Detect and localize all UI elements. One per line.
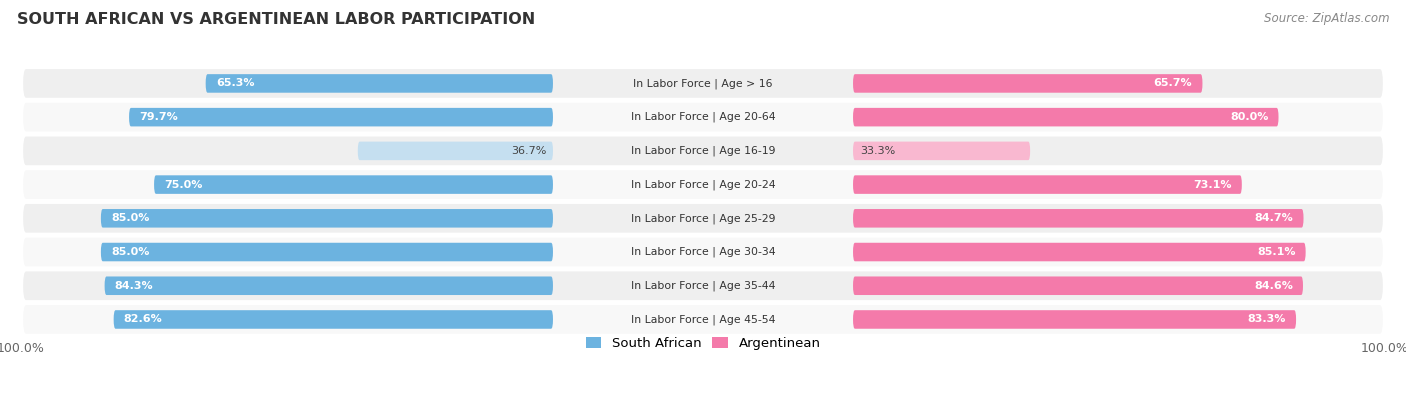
FancyBboxPatch shape xyxy=(22,305,1384,334)
Text: In Labor Force | Age 25-29: In Labor Force | Age 25-29 xyxy=(631,213,775,224)
FancyBboxPatch shape xyxy=(101,209,553,228)
FancyBboxPatch shape xyxy=(22,170,1384,199)
FancyBboxPatch shape xyxy=(155,175,553,194)
FancyBboxPatch shape xyxy=(114,310,553,329)
FancyBboxPatch shape xyxy=(104,276,553,295)
FancyBboxPatch shape xyxy=(357,141,553,160)
Text: In Labor Force | Age > 16: In Labor Force | Age > 16 xyxy=(633,78,773,89)
FancyBboxPatch shape xyxy=(853,141,1031,160)
FancyBboxPatch shape xyxy=(853,74,1202,93)
Text: In Labor Force | Age 16-19: In Labor Force | Age 16-19 xyxy=(631,146,775,156)
Text: 75.0%: 75.0% xyxy=(165,180,202,190)
FancyBboxPatch shape xyxy=(853,276,1303,295)
Text: In Labor Force | Age 45-54: In Labor Force | Age 45-54 xyxy=(631,314,775,325)
FancyBboxPatch shape xyxy=(129,108,553,126)
FancyBboxPatch shape xyxy=(853,108,1278,126)
FancyBboxPatch shape xyxy=(853,209,1303,228)
FancyBboxPatch shape xyxy=(22,137,1384,165)
FancyBboxPatch shape xyxy=(22,69,1384,98)
Text: 85.0%: 85.0% xyxy=(111,247,149,257)
Text: 73.1%: 73.1% xyxy=(1194,180,1232,190)
FancyBboxPatch shape xyxy=(205,74,553,93)
Text: 85.1%: 85.1% xyxy=(1257,247,1295,257)
Text: 80.0%: 80.0% xyxy=(1230,112,1268,122)
Text: 33.3%: 33.3% xyxy=(860,146,896,156)
FancyBboxPatch shape xyxy=(853,243,1306,261)
Text: In Labor Force | Age 20-64: In Labor Force | Age 20-64 xyxy=(631,112,775,122)
Text: 65.3%: 65.3% xyxy=(217,79,254,88)
Text: In Labor Force | Age 30-34: In Labor Force | Age 30-34 xyxy=(631,247,775,257)
Text: 65.7%: 65.7% xyxy=(1153,79,1192,88)
FancyBboxPatch shape xyxy=(22,103,1384,132)
FancyBboxPatch shape xyxy=(853,310,1296,329)
FancyBboxPatch shape xyxy=(22,238,1384,266)
Text: 85.0%: 85.0% xyxy=(111,213,149,223)
Text: 82.6%: 82.6% xyxy=(124,314,163,324)
Legend: South African, Argentinean: South African, Argentinean xyxy=(581,332,825,355)
FancyBboxPatch shape xyxy=(22,271,1384,300)
Text: In Labor Force | Age 20-24: In Labor Force | Age 20-24 xyxy=(631,179,775,190)
Text: 79.7%: 79.7% xyxy=(139,112,179,122)
Text: In Labor Force | Age 35-44: In Labor Force | Age 35-44 xyxy=(631,280,775,291)
Text: 84.3%: 84.3% xyxy=(115,281,153,291)
Text: 84.6%: 84.6% xyxy=(1254,281,1292,291)
Text: Source: ZipAtlas.com: Source: ZipAtlas.com xyxy=(1264,12,1389,25)
Text: 83.3%: 83.3% xyxy=(1247,314,1286,324)
Text: SOUTH AFRICAN VS ARGENTINEAN LABOR PARTICIPATION: SOUTH AFRICAN VS ARGENTINEAN LABOR PARTI… xyxy=(17,12,536,27)
Text: 36.7%: 36.7% xyxy=(510,146,546,156)
FancyBboxPatch shape xyxy=(22,204,1384,233)
FancyBboxPatch shape xyxy=(853,175,1241,194)
FancyBboxPatch shape xyxy=(101,243,553,261)
Text: 84.7%: 84.7% xyxy=(1254,213,1294,223)
